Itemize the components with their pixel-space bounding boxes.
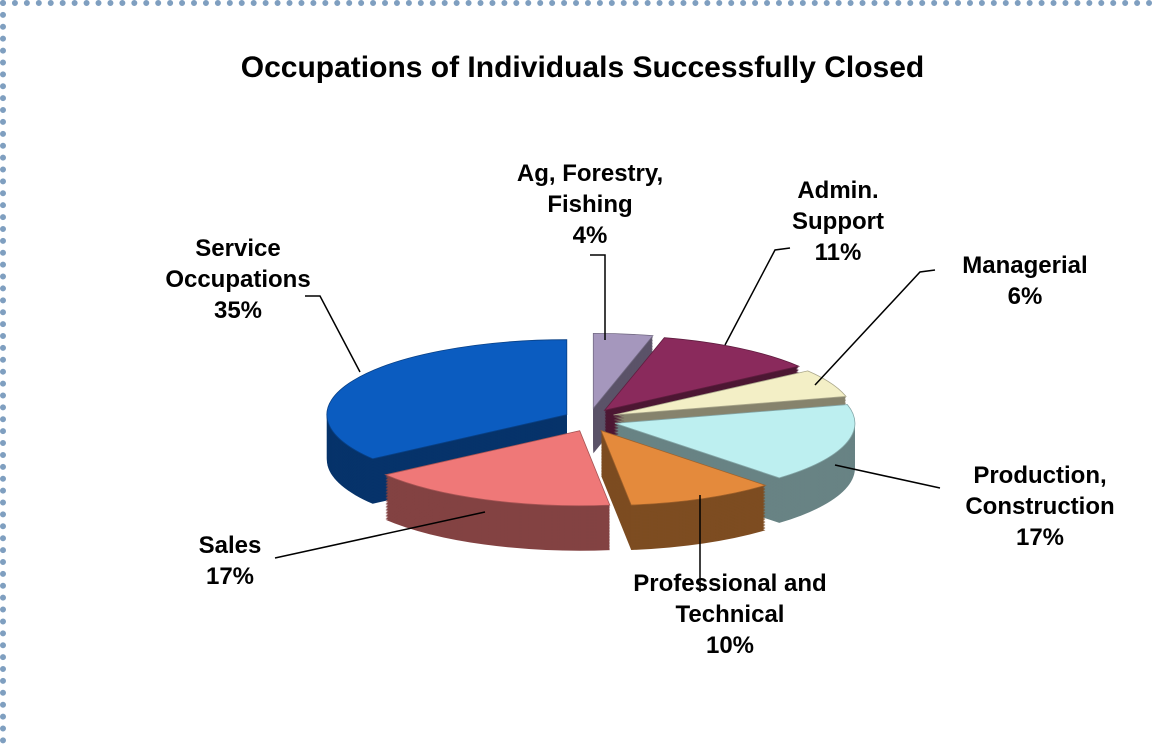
slice-top bbox=[384, 430, 611, 507]
chart-title: Occupations of Individuals Successfully … bbox=[240, 51, 925, 84]
slice-label: Service Occupations 35% bbox=[148, 233, 328, 326]
category-label: Sales bbox=[198, 532, 262, 559]
slice bbox=[326, 339, 568, 504]
chart bbox=[274, 247, 941, 592]
value-label: 17% bbox=[1015, 524, 1065, 551]
leader-line bbox=[590, 254, 606, 340]
value-label: 6% bbox=[1007, 283, 1043, 310]
leader-line bbox=[834, 464, 941, 489]
leader-line bbox=[305, 295, 361, 373]
slice bbox=[600, 429, 767, 550]
slice bbox=[384, 430, 611, 551]
slice-label: Production, Construction 17% bbox=[935, 460, 1145, 553]
category-label: Production, Construction bbox=[965, 462, 1115, 520]
leader-lines bbox=[274, 247, 941, 592]
slice-label: Professional and Technical 10% bbox=[610, 568, 850, 661]
slice-top bbox=[614, 404, 856, 479]
value-label: 10% bbox=[705, 632, 755, 659]
leader-line bbox=[814, 269, 936, 386]
value-label: 11% bbox=[814, 239, 862, 266]
slice-top bbox=[600, 429, 767, 506]
slice-label: Admin. Support 11% bbox=[758, 175, 918, 268]
category-label: Admin. Support bbox=[792, 177, 884, 235]
slice-label: Ag, Forestry, Fishing 4% bbox=[490, 158, 690, 251]
leader-line bbox=[724, 247, 791, 346]
slice-label: Managerial 6% bbox=[925, 250, 1125, 312]
leader-line bbox=[274, 511, 486, 559]
category-label: Managerial bbox=[962, 252, 1088, 279]
category-label: Ag, Forestry, Fishing bbox=[516, 160, 664, 218]
value-label: 4% bbox=[572, 222, 608, 249]
value-label: 17% bbox=[205, 563, 255, 590]
slice-label: Sales 17% bbox=[150, 530, 310, 592]
category-label: Professional and Technical bbox=[633, 570, 827, 628]
category-label: Service Occupations bbox=[165, 235, 311, 293]
slice-top bbox=[613, 370, 847, 416]
value-label: 35% bbox=[213, 297, 263, 324]
slice-top bbox=[326, 339, 568, 460]
slice-top bbox=[592, 332, 654, 410]
slice-top bbox=[603, 337, 801, 411]
